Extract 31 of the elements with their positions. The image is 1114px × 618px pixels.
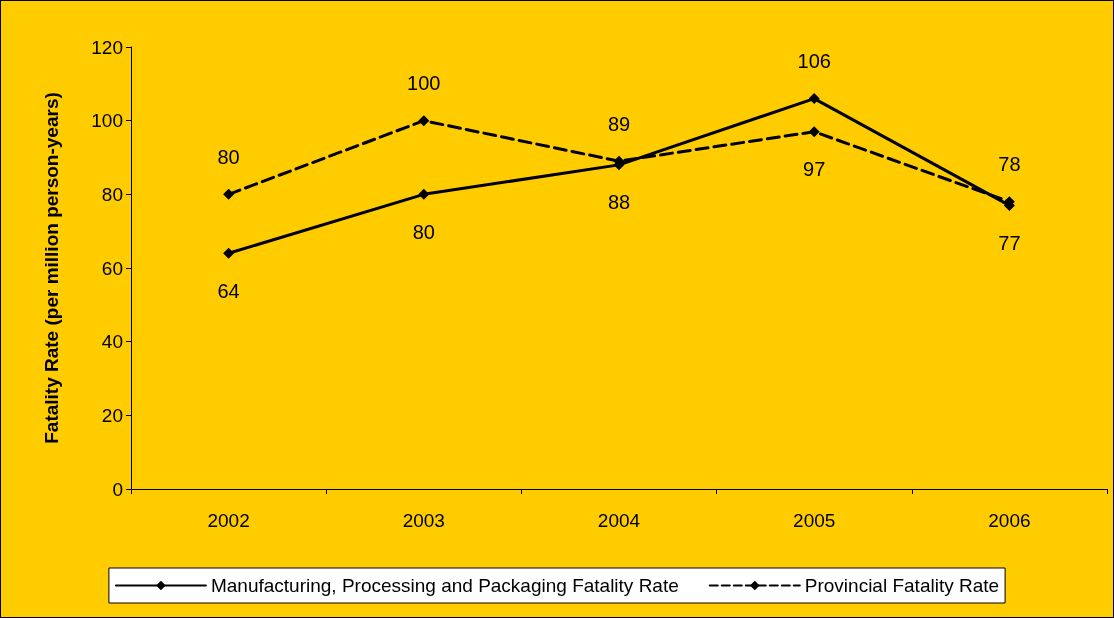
y-tick-label: 60 — [101, 257, 123, 279]
x-tick-label: 2005 — [793, 510, 836, 531]
y-tick-label: 100 — [91, 110, 123, 132]
y-axis-title: Fatality Rate (per million person-years) — [41, 92, 62, 444]
x-tick-label: 2002 — [207, 510, 250, 531]
point — [418, 188, 430, 200]
data-label: 64 — [217, 279, 240, 302]
point — [808, 126, 820, 138]
x-tick-label: 2004 — [597, 510, 641, 531]
legend-label: Provincial Fatality Rate — [804, 575, 1000, 596]
x-tick-label: 2003 — [402, 510, 445, 531]
y-tick-label: 120 — [91, 36, 123, 58]
data-label: 80 — [217, 145, 240, 168]
point — [418, 115, 430, 127]
y-tick-label: 0 — [112, 478, 123, 500]
data-label: 97 — [803, 158, 826, 181]
data-label: 106 — [797, 50, 831, 73]
point — [223, 188, 235, 200]
data-label: 88 — [607, 191, 631, 214]
data-label: 80 — [412, 220, 435, 243]
data-label: 77 — [998, 231, 1021, 254]
point — [223, 247, 235, 259]
legend-label: Manufacturing, Processing and Packaging Fatality Rate — [210, 575, 679, 596]
y-tick-label: 20 — [101, 404, 123, 426]
point — [808, 93, 820, 105]
x-tick-label: 2006 — [988, 510, 1031, 531]
data-label: 100 — [407, 72, 441, 95]
y-tick-label: 40 — [101, 331, 123, 353]
data-label: 78 — [998, 153, 1021, 176]
data-label: 89 — [607, 112, 631, 135]
y-tick-label: 80 — [101, 183, 123, 205]
